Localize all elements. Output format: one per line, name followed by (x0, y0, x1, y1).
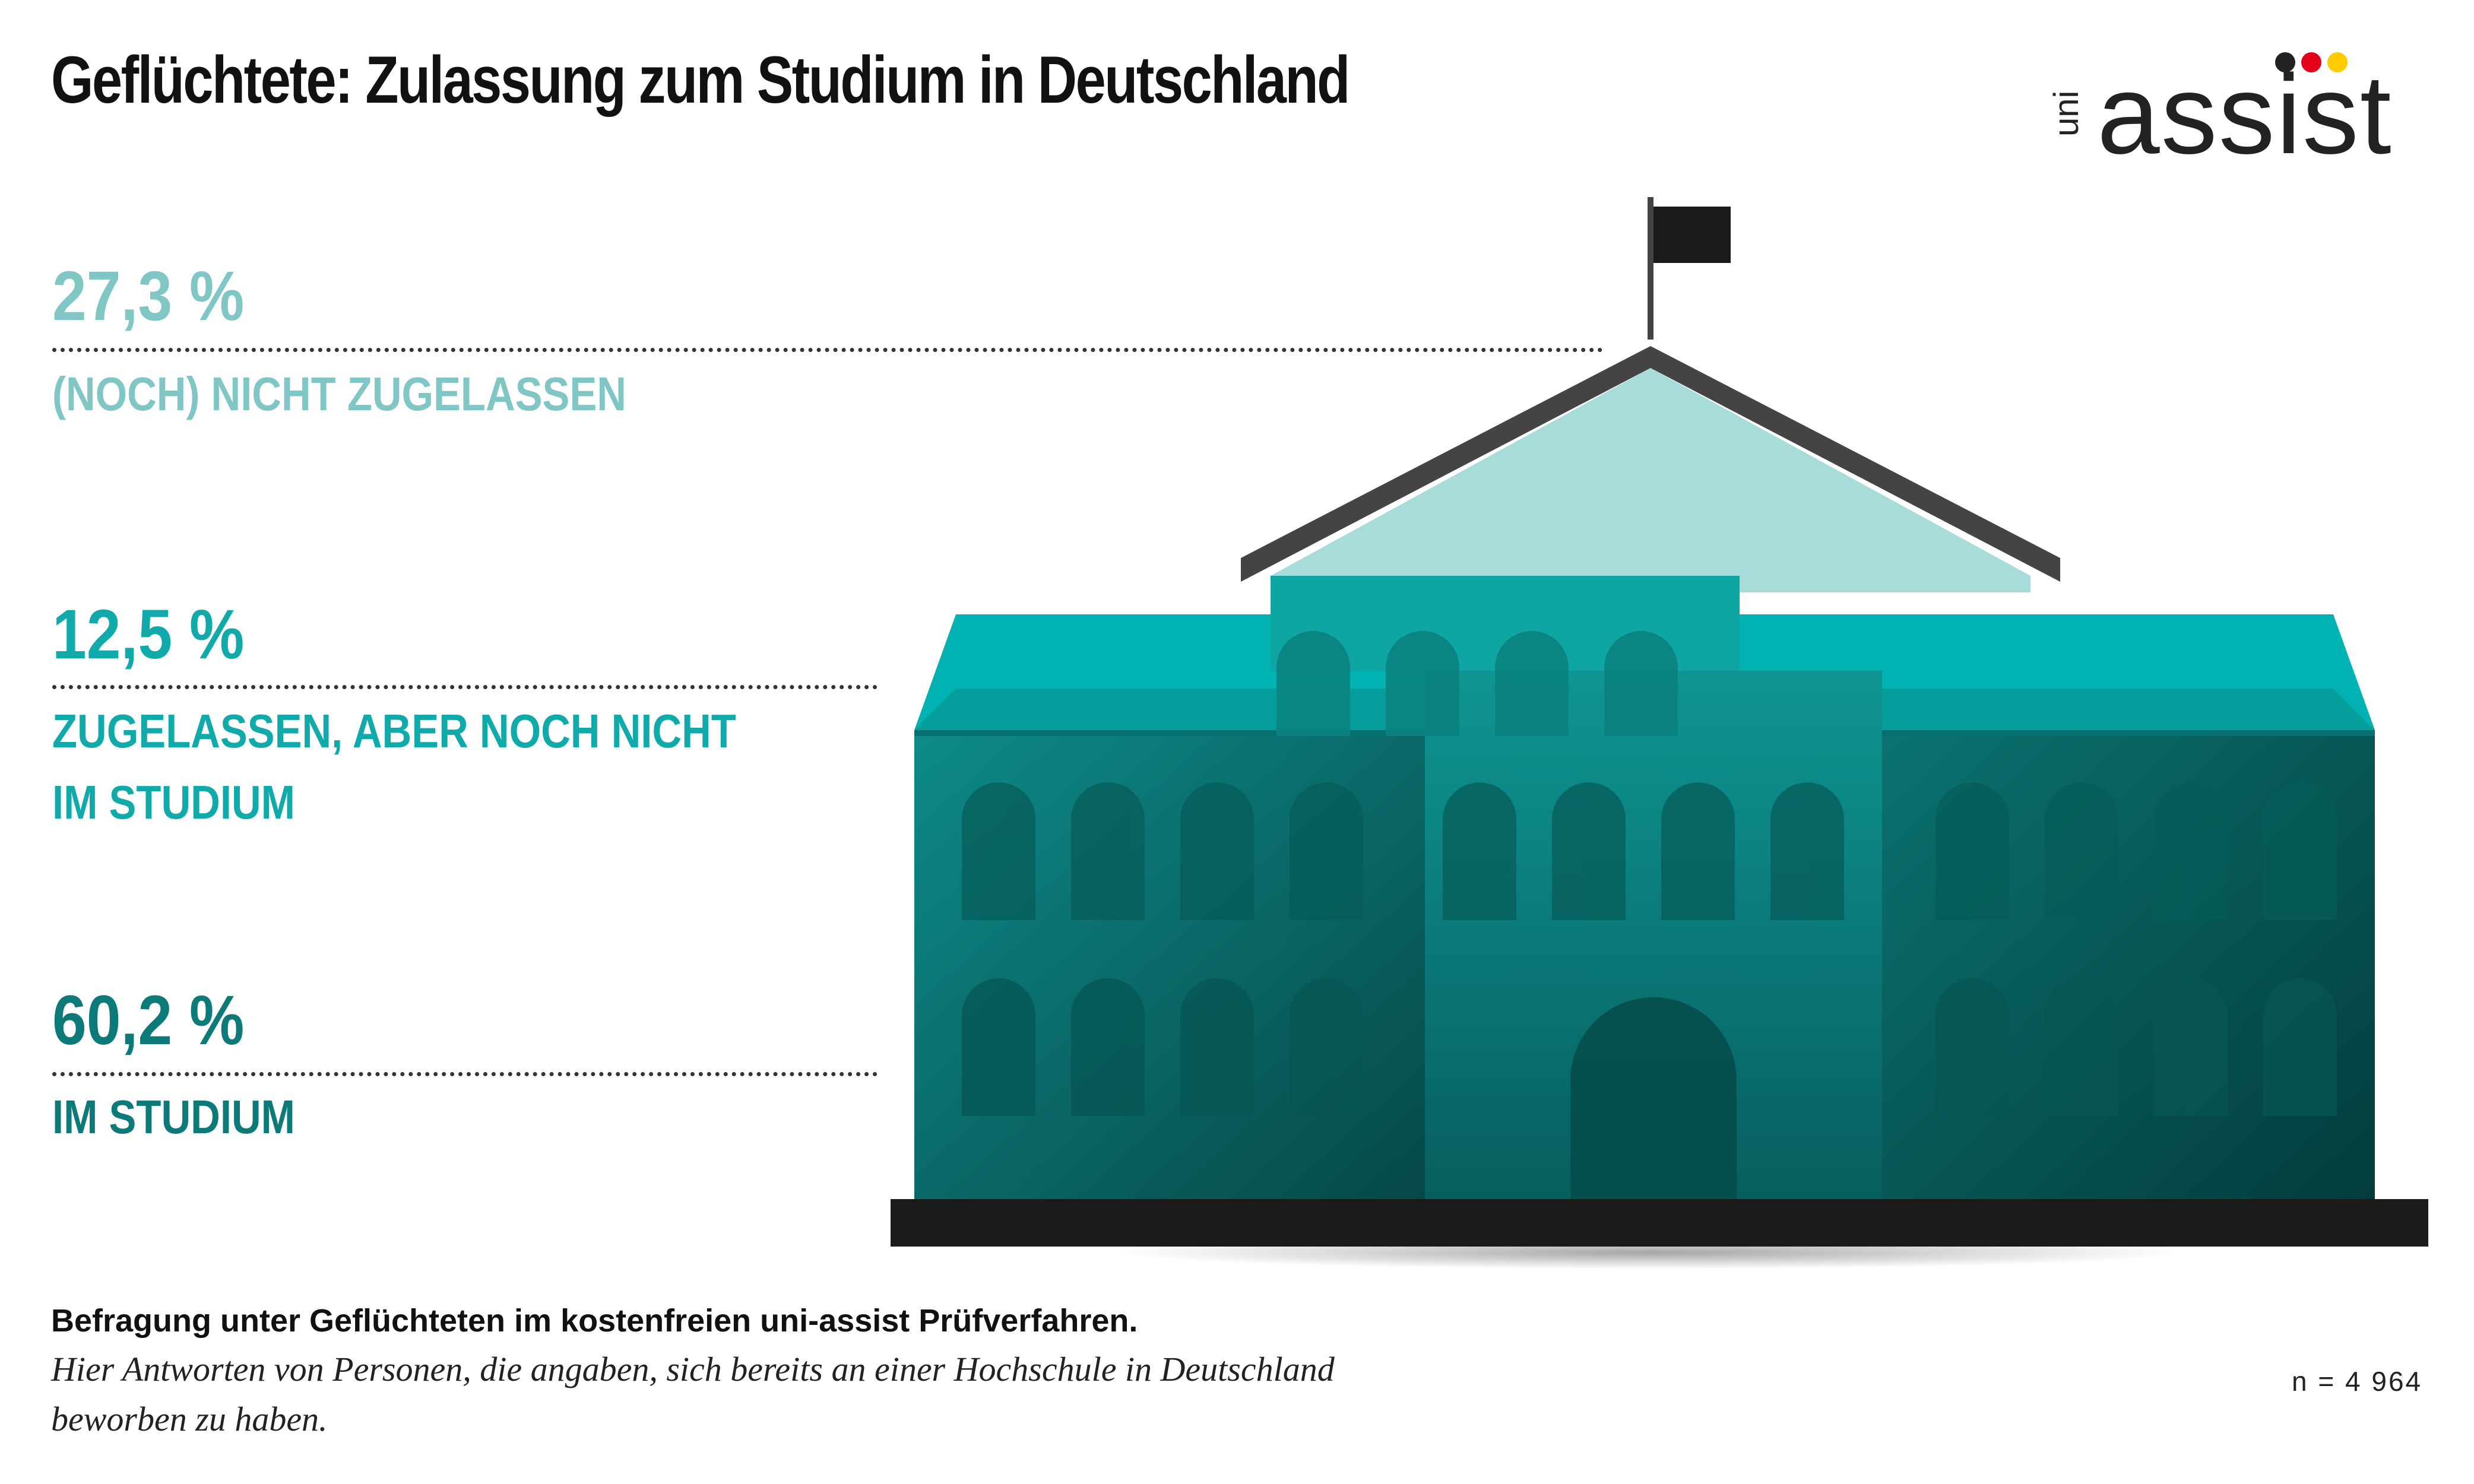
flag (1653, 207, 1731, 263)
leader-line-admitted-not-studying (52, 685, 878, 689)
value-label-admitted-not-studying: 12,5 % (52, 595, 245, 674)
footer-note: Befragung unter Geflüchteten im kostenfr… (51, 1297, 1357, 1444)
value-label-not-admitted: 27,3 % (52, 257, 245, 335)
survey-note: Befragung unter Geflüchteten im kostenfr… (51, 1303, 1138, 1339)
tower-windows (1276, 631, 1678, 736)
university-building-pictograph (891, 197, 2428, 1269)
uni-assist-logo: uni assist (2047, 47, 2452, 171)
page-title: Geflüchtete: Zulassung zum Studium in De… (51, 43, 1350, 117)
stat-not-admitted-label-wrap: (NOCH) NICHT ZUGELASSEN (52, 359, 720, 430)
entrance-door (1570, 997, 1737, 1199)
logo-dot-gold (2327, 52, 2348, 72)
value-label-studying: 60,2 % (52, 981, 245, 1060)
category-label-not-admitted: (NOCH) NICHT ZUGELASSEN (52, 367, 627, 420)
windows-row-2 (962, 978, 2337, 1116)
building-base (891, 1199, 2428, 1247)
flag-pole (1648, 197, 1653, 340)
stat-studying-label-wrap: IM STUDIUM (52, 1082, 335, 1153)
logo-wordmark: assist (2097, 52, 2393, 177)
windows-row-1 (962, 782, 2337, 920)
category-label-admitted-line-1: ZUGELASSEN, ABER NOCH NICHT (52, 705, 736, 757)
stat-not-admitted: 27,3 % (52, 261, 270, 331)
logo-prefix: uni (2047, 90, 2086, 137)
logo-dot-red (2301, 52, 2321, 72)
logo-dot-black (2275, 52, 2295, 72)
stat-admitted-not-studying: 12,5 % (52, 600, 270, 670)
sample-size: n = 4 964 (2292, 1366, 2423, 1397)
category-label-admitted-line-2: IM STUDIUM (52, 776, 295, 829)
stat-studying: 60,2 % (52, 985, 270, 1055)
leader-line-not-admitted (52, 348, 1603, 352)
stat-admitted-label-wrap: ZUGELASSEN, ABER NOCH NICHT IM STUDIUM (52, 696, 847, 838)
gable-fill-not-admitted (1271, 368, 2030, 592)
leader-line-studying (52, 1072, 878, 1076)
survey-description: Hier Antworten von Personen, die angaben… (51, 1350, 1335, 1438)
category-label-studying: IM STUDIUM (52, 1090, 295, 1143)
